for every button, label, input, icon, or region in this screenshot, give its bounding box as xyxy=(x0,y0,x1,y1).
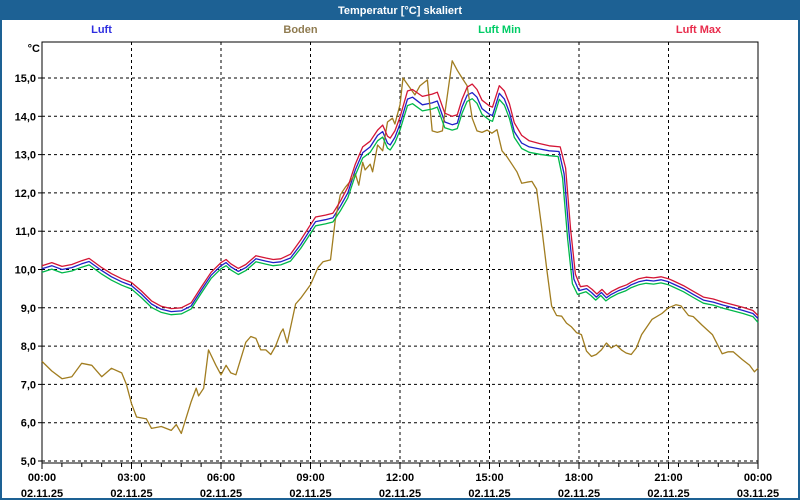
legend-item-luft-max: Luft Max xyxy=(675,24,722,36)
svg-text:02.11.25: 02.11.25 xyxy=(468,488,510,500)
svg-text:02.11.25: 02.11.25 xyxy=(110,488,152,500)
svg-text:6,0: 6,0 xyxy=(21,418,36,430)
svg-text:02.11.25: 02.11.25 xyxy=(289,488,331,500)
svg-text:02.11.25: 02.11.25 xyxy=(647,488,689,500)
svg-text:11,0: 11,0 xyxy=(15,226,36,238)
svg-text:14,0: 14,0 xyxy=(15,111,36,123)
svg-text:03:00: 03:00 xyxy=(117,472,145,484)
svg-text:8,0: 8,0 xyxy=(21,341,36,353)
svg-text:06:00: 06:00 xyxy=(207,472,235,484)
svg-text:12:00: 12:00 xyxy=(386,472,414,484)
svg-text:00:00: 00:00 xyxy=(28,472,56,484)
svg-text:13,0: 13,0 xyxy=(15,150,36,162)
window-titlebar[interactable]: Temperatur [°C] skaliert xyxy=(2,2,798,20)
svg-text:00:00: 00:00 xyxy=(744,472,772,484)
window-title: Temperatur [°C] skaliert xyxy=(337,5,462,17)
legend-item-luft: Luft xyxy=(91,24,112,36)
svg-text:03.11.25: 03.11.25 xyxy=(737,488,779,500)
svg-text:02.11.25: 02.11.25 xyxy=(200,488,242,500)
svg-text:°C: °C xyxy=(28,43,40,55)
svg-text:10,0: 10,0 xyxy=(15,265,36,277)
svg-text:21:00: 21:00 xyxy=(654,472,682,484)
svg-text:02.11.25: 02.11.25 xyxy=(379,488,421,500)
svg-text:02.11.25: 02.11.25 xyxy=(558,488,600,500)
svg-text:09:00: 09:00 xyxy=(296,472,324,484)
svg-text:02.11.25: 02.11.25 xyxy=(21,488,63,500)
legend-item-boden: Boden xyxy=(283,24,318,36)
chart-legend: Luft Boden Luft Min Luft Max xyxy=(2,20,798,40)
svg-text:15:00: 15:00 xyxy=(475,472,503,484)
svg-text:15,0: 15,0 xyxy=(15,73,36,85)
svg-text:5,0: 5,0 xyxy=(21,456,36,468)
svg-text:9,0: 9,0 xyxy=(21,303,36,315)
svg-text:7,0: 7,0 xyxy=(21,379,36,391)
legend-item-luft-min: Luft Min xyxy=(478,24,521,36)
svg-text:18:00: 18:00 xyxy=(565,472,593,484)
svg-text:12,0: 12,0 xyxy=(15,188,36,200)
